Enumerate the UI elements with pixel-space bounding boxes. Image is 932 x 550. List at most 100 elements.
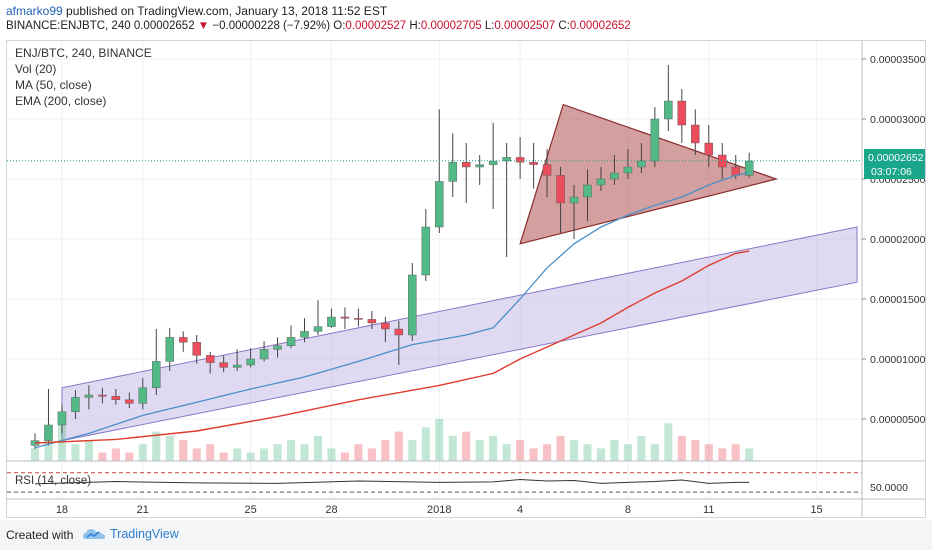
chart-header: afmarko99 published on TradingView.com, …	[0, 0, 932, 38]
volume-bar	[179, 440, 188, 461]
trend-channel-fill	[61, 226, 858, 442]
candle-body	[273, 345, 282, 350]
x-tick-label: 4	[517, 504, 523, 516]
rsi-axis-value: 50.0000	[870, 482, 908, 494]
change-arrow-icon: ▼	[197, 20, 210, 32]
candle-body	[744, 160, 754, 176]
candle-body	[394, 328, 404, 336]
candle-body	[408, 274, 417, 336]
volume-bar	[543, 444, 552, 461]
volume-bar	[192, 448, 201, 461]
volume-bar	[502, 444, 511, 461]
candle-body	[610, 172, 619, 180]
price-tag-box	[864, 149, 925, 179]
candle-body	[44, 424, 53, 441]
volume-bar	[354, 444, 363, 461]
legend-vol[interactable]: Vol (20)	[15, 62, 56, 76]
volume-bar	[408, 440, 417, 461]
last-price: 0.00002652	[133, 20, 195, 32]
volume-bar	[30, 448, 40, 461]
volume-bar	[111, 448, 120, 461]
volume-bar	[529, 448, 538, 461]
candle-body	[583, 184, 592, 198]
volume-bar	[516, 440, 525, 461]
legend-rsi[interactable]: RSI (14, close)	[15, 475, 91, 487]
volume-bar	[623, 444, 632, 461]
y-tick-label: 0.00003500	[870, 54, 925, 66]
candle-body	[556, 175, 565, 204]
volume-bar	[435, 419, 444, 461]
candle-body	[205, 355, 215, 363]
candle-body	[704, 142, 714, 156]
candle-body	[515, 157, 525, 163]
volume-bar	[98, 452, 107, 461]
volume-bar	[610, 440, 619, 461]
indicator-lines	[7, 160, 862, 449]
legend-ema[interactable]: EMA (200, close)	[15, 94, 106, 108]
legend-title: ENJ/BTC, 240, BINANCE	[15, 46, 152, 60]
volume-bar	[596, 448, 606, 461]
low-value: 0.00002507	[494, 20, 556, 32]
y-tick-label: 0.00003000	[870, 114, 925, 126]
candle-body	[691, 124, 700, 144]
volume-bar	[448, 435, 457, 461]
close-label: C:	[558, 20, 570, 32]
volume-bar	[394, 431, 403, 461]
volume-bar	[731, 444, 740, 461]
volume-bar	[206, 444, 215, 461]
candle-body	[327, 316, 336, 327]
volume-bar	[462, 431, 471, 461]
candle-body	[246, 358, 255, 366]
candlesticks	[30, 65, 754, 449]
volume-bar	[637, 435, 646, 461]
y-tick-label: 0.00002000	[870, 234, 925, 246]
triangle-fill	[519, 103, 779, 245]
candle-body	[542, 164, 552, 176]
candle-body	[488, 160, 498, 165]
volume-bar	[260, 448, 269, 461]
volume-bar	[327, 448, 336, 461]
x-tick-label: 11	[703, 504, 714, 516]
volume-bar	[691, 440, 700, 461]
rsi-panel	[7, 472, 862, 493]
volume-bar	[340, 452, 349, 461]
candle-body	[259, 349, 269, 360]
chart-frame: 0.00003500 0.00003000 0.00002500 0.00002000…	[6, 40, 926, 518]
candle-body	[448, 161, 457, 182]
candle-body	[138, 387, 148, 404]
legend-ma[interactable]: MA (50, close)	[15, 78, 92, 92]
candle-body	[435, 181, 444, 228]
volume-bar	[313, 435, 323, 461]
volume-bar	[367, 448, 376, 461]
candle-body	[421, 226, 431, 276]
volume-bar	[569, 440, 579, 461]
candle-body	[650, 118, 660, 162]
tradingview-brand-link[interactable]: TradingView	[110, 527, 179, 541]
candle-body	[354, 318, 363, 320]
volume-bar	[219, 452, 228, 461]
author-link[interactable]: afmarko99	[6, 4, 63, 18]
candle-body	[152, 361, 161, 388]
candle-body	[731, 166, 740, 176]
y-tick-label: 0.00001000	[870, 354, 925, 366]
candle-body	[165, 337, 174, 362]
tradingview-cloud-icon[interactable]	[82, 526, 106, 542]
volume-bar	[246, 452, 255, 461]
candle-body	[596, 178, 606, 186]
candle-body	[192, 342, 201, 356]
candle-body	[232, 364, 242, 368]
volume-bars	[30, 419, 754, 461]
price-chart[interactable]: 0.000035000.000030000.000025000.00002000…	[7, 41, 926, 517]
candle-body	[461, 161, 471, 168]
trend-channel[interactable]	[61, 226, 858, 442]
close-value: 0.00002652	[569, 20, 631, 32]
high-label: H:	[409, 20, 421, 32]
candle-body	[637, 160, 646, 168]
candle-body	[569, 196, 579, 204]
x-tick-label: 28	[325, 504, 337, 516]
triangle-pattern[interactable]	[519, 103, 779, 245]
volume-bar	[381, 440, 390, 461]
ema200-line	[34, 250, 750, 444]
candle-body	[57, 411, 67, 426]
y-tick-label: 0.00001500	[870, 294, 925, 306]
